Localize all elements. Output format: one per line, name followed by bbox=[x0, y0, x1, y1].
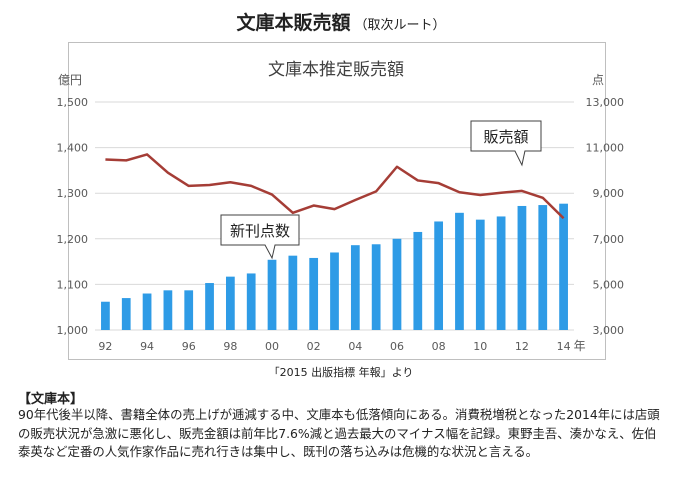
bar bbox=[538, 205, 548, 330]
x-tick-label: 10 bbox=[473, 340, 487, 353]
left-tick-label: 1,400 bbox=[57, 142, 89, 155]
chart-title: 文庫本推定販売額 bbox=[268, 60, 404, 80]
bar bbox=[517, 205, 527, 330]
bar bbox=[371, 244, 381, 330]
x-tick-label: 12 bbox=[515, 340, 529, 353]
right-tick-label: 11,000 bbox=[586, 142, 625, 155]
right-tick-label: 13,000 bbox=[586, 96, 625, 109]
left-tick-label: 1,200 bbox=[57, 233, 89, 246]
page-title-subtitle: （取次ルート） bbox=[354, 18, 446, 33]
x-tick-label: 00 bbox=[265, 340, 279, 353]
bar bbox=[288, 255, 298, 330]
bar bbox=[350, 245, 360, 330]
bar bbox=[455, 212, 464, 330]
bar bbox=[267, 259, 277, 330]
bar bbox=[142, 293, 152, 330]
bar bbox=[559, 203, 568, 330]
left-tick-label: 1,100 bbox=[57, 278, 89, 291]
section-heading: 【文庫本】 bbox=[18, 392, 84, 407]
callout-label: 新刊点数 bbox=[230, 222, 290, 240]
line-layer bbox=[105, 153, 565, 220]
bar bbox=[101, 301, 110, 330]
x-tick-label: 06 bbox=[390, 340, 404, 353]
bar bbox=[184, 290, 194, 330]
right-tick-label: 5,000 bbox=[593, 278, 625, 291]
bar bbox=[392, 238, 402, 330]
x-tick-label: 98 bbox=[223, 340, 237, 353]
left-tick-label: 1,000 bbox=[57, 324, 89, 337]
bar-layer bbox=[101, 203, 568, 330]
left-tick-label: 1,500 bbox=[57, 96, 89, 109]
x-tick-label: 96 bbox=[182, 340, 196, 353]
x-axis-unit: 年 bbox=[574, 339, 586, 353]
x-tick-label: 02 bbox=[307, 340, 321, 353]
bar bbox=[434, 221, 444, 330]
bar bbox=[496, 216, 506, 330]
page-title: 文庫本販売額 （取次ルート） bbox=[0, 8, 682, 35]
bar bbox=[330, 252, 339, 330]
x-tick-label: 04 bbox=[348, 340, 362, 353]
bar bbox=[413, 231, 423, 330]
page-title-main: 文庫本販売額 bbox=[236, 12, 351, 34]
chart-frame bbox=[68, 42, 606, 360]
right-tick-label: 7,000 bbox=[593, 233, 625, 246]
callout-box bbox=[470, 120, 542, 167]
bar bbox=[309, 257, 319, 330]
left-axis-unit: 億円 bbox=[58, 73, 82, 87]
right-tick-label: 9,000 bbox=[593, 187, 625, 200]
bar bbox=[475, 219, 485, 330]
bar bbox=[246, 273, 256, 330]
callout-label: 販売額 bbox=[483, 128, 528, 146]
x-tick-label: 08 bbox=[432, 340, 446, 353]
x-tick-label: 92 bbox=[98, 340, 112, 353]
source-note: 「2015 出版指標 年報」より bbox=[268, 366, 414, 379]
bar bbox=[163, 290, 173, 330]
x-tick-label: 94 bbox=[140, 340, 154, 353]
bar bbox=[225, 276, 235, 330]
sales-line bbox=[105, 153, 565, 220]
x-tick-label: 14 bbox=[557, 340, 571, 353]
right-tick-label: 3,000 bbox=[593, 324, 625, 337]
bar bbox=[205, 283, 214, 330]
description-text: 90年代後半以降、書籍全体の売上げが逓減する中、文庫本も低落傾向にある。消費税増… bbox=[18, 407, 660, 459]
right-axis-unit: 点 bbox=[592, 73, 604, 87]
bar bbox=[121, 298, 131, 330]
left-tick-label: 1,300 bbox=[57, 187, 89, 200]
callout-box bbox=[220, 214, 300, 260]
annotation-layer: 新刊点数 販売額 bbox=[220, 120, 542, 260]
